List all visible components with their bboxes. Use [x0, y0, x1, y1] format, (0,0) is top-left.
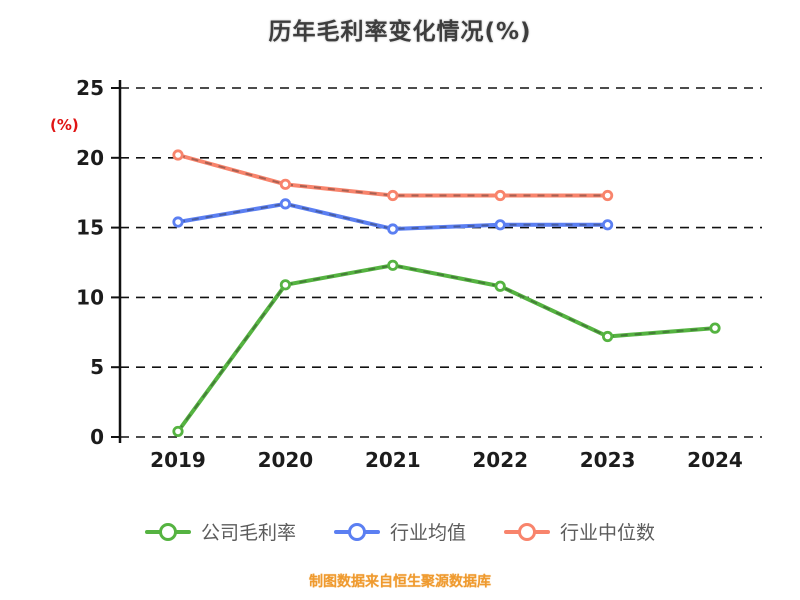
x-tick-label: 2021 — [365, 448, 421, 472]
data-point-marker — [494, 280, 506, 292]
data-point-marker — [172, 149, 184, 161]
data-point-marker — [387, 223, 399, 235]
data-point-marker — [494, 219, 506, 231]
data-point-marker — [279, 178, 291, 190]
series-line-dash-overlay-2 — [177, 154, 608, 197]
y-tick-label: 15 — [76, 216, 104, 240]
legend-item-industry-average[interactable]: 行业均值 — [333, 518, 466, 545]
data-point-marker — [387, 189, 399, 202]
legend-marker-industry-median — [504, 522, 550, 542]
x-tick-label: 2022 — [472, 448, 528, 472]
y-tick-label: 25 — [76, 76, 104, 100]
data-point-marker — [279, 279, 291, 291]
chart-legend: 公司毛利率 行业均值 行业中位数 — [0, 518, 800, 545]
x-tick-label: 2019 — [150, 448, 206, 472]
data-point-marker — [601, 330, 614, 343]
y-axis-unit-label: (%) — [50, 116, 79, 134]
y-tick-label: 20 — [76, 146, 104, 170]
legend-marker-industry-average — [333, 522, 380, 542]
legend-label-company-margin: 公司毛利率 — [200, 522, 296, 544]
y-tick-label: 10 — [76, 285, 104, 309]
legend-item-industry-median[interactable]: 行业中位数 — [504, 518, 655, 545]
series-line-0 — [176, 263, 717, 434]
x-tick-label: 2023 — [580, 448, 636, 472]
x-tick-label: 2020 — [258, 448, 314, 472]
legend-marker-company-margin — [144, 522, 191, 542]
x-tick-label: 2024 — [687, 448, 743, 472]
data-point-marker — [279, 198, 291, 210]
data-point-marker — [709, 322, 721, 334]
data-source-note: 制图数据来自恒生聚源数据库 — [309, 574, 491, 590]
data-point-marker — [494, 189, 506, 202]
data-point-marker — [601, 189, 614, 202]
legend-label-industry-average: 行业均值 — [389, 522, 466, 544]
data-point-marker — [387, 259, 399, 271]
legend-label-industry-median: 行业中位数 — [560, 522, 656, 544]
series-line-dash-overlay-1 — [177, 202, 608, 230]
series-line-2 — [176, 153, 610, 198]
legend-item-company-margin[interactable]: 公司毛利率 — [144, 518, 296, 545]
data-point-marker — [601, 219, 614, 231]
chart-title: 历年毛利率变化情况(%) — [268, 19, 532, 45]
y-tick-label: 5 — [90, 355, 104, 379]
y-tick-label: 0 — [90, 425, 104, 449]
data-point-marker — [172, 425, 184, 438]
series-line-dash-overlay-0 — [177, 264, 716, 433]
data-point-marker — [172, 216, 184, 228]
